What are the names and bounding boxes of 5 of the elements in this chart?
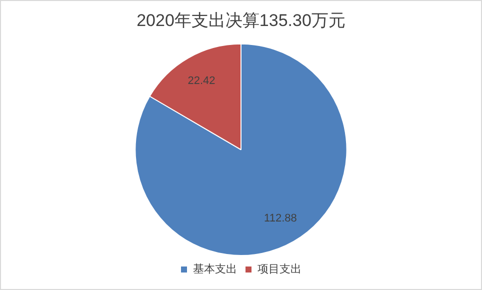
data-label: 22.42	[188, 74, 216, 87]
chart-title: 2020年支出决算135.30万元	[136, 10, 346, 30]
data-label: 112.88	[264, 212, 297, 225]
legend-label: 基本支出	[193, 262, 237, 276]
legend-label: 项目支出	[258, 262, 302, 276]
